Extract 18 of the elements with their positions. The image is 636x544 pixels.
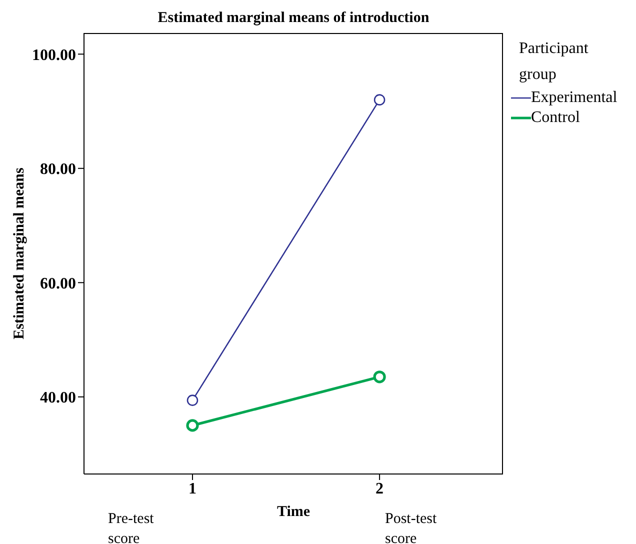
text: Post-test score: [385, 510, 438, 544]
text: Pre-test score: [108, 510, 155, 544]
x-axis-title: Time: [276, 504, 310, 520]
y-tick-label: 40.00: [40, 390, 76, 407]
x-tick-label: 1: [188, 480, 196, 498]
chart-title: Estimated marginal means of introduction: [156, 10, 430, 27]
point: [374, 94, 386, 106]
legend-label: Control: [531, 108, 580, 128]
y-axis-title: Estimated marginal means: [11, 168, 28, 340]
legend-label: Experimental: [531, 88, 618, 108]
legend-title: Participant group: [519, 39, 590, 85]
y-tick-label: 100.00: [32, 46, 76, 64]
y-tick-label: 80.00: [40, 161, 76, 178]
x-tick-label: 2: [376, 480, 384, 498]
point: [186, 419, 199, 432]
point: [186, 394, 198, 406]
point: [373, 370, 386, 384]
y-tick-label: 60.00: [40, 275, 76, 292]
